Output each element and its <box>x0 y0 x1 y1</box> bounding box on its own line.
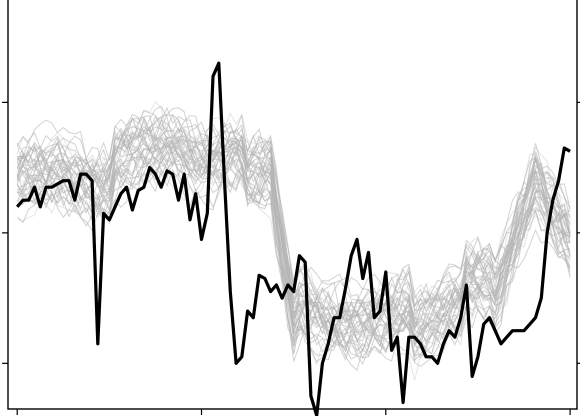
background-series-line <box>16 139 571 356</box>
background-series-line <box>17 163 571 381</box>
background-series-line <box>16 136 571 339</box>
background-series-line <box>16 138 571 340</box>
background-series-line <box>16 147 571 360</box>
background-series-group <box>16 100 571 381</box>
background-series-line <box>16 131 571 362</box>
plot-frame <box>7 0 578 410</box>
axis-ticks-group <box>2 101 580 415</box>
highlight-series-group <box>15 61 571 416</box>
highlight-series-line <box>15 61 571 416</box>
background-series-line <box>16 113 571 323</box>
background-series-line <box>16 157 571 362</box>
background-series-line <box>16 106 571 316</box>
